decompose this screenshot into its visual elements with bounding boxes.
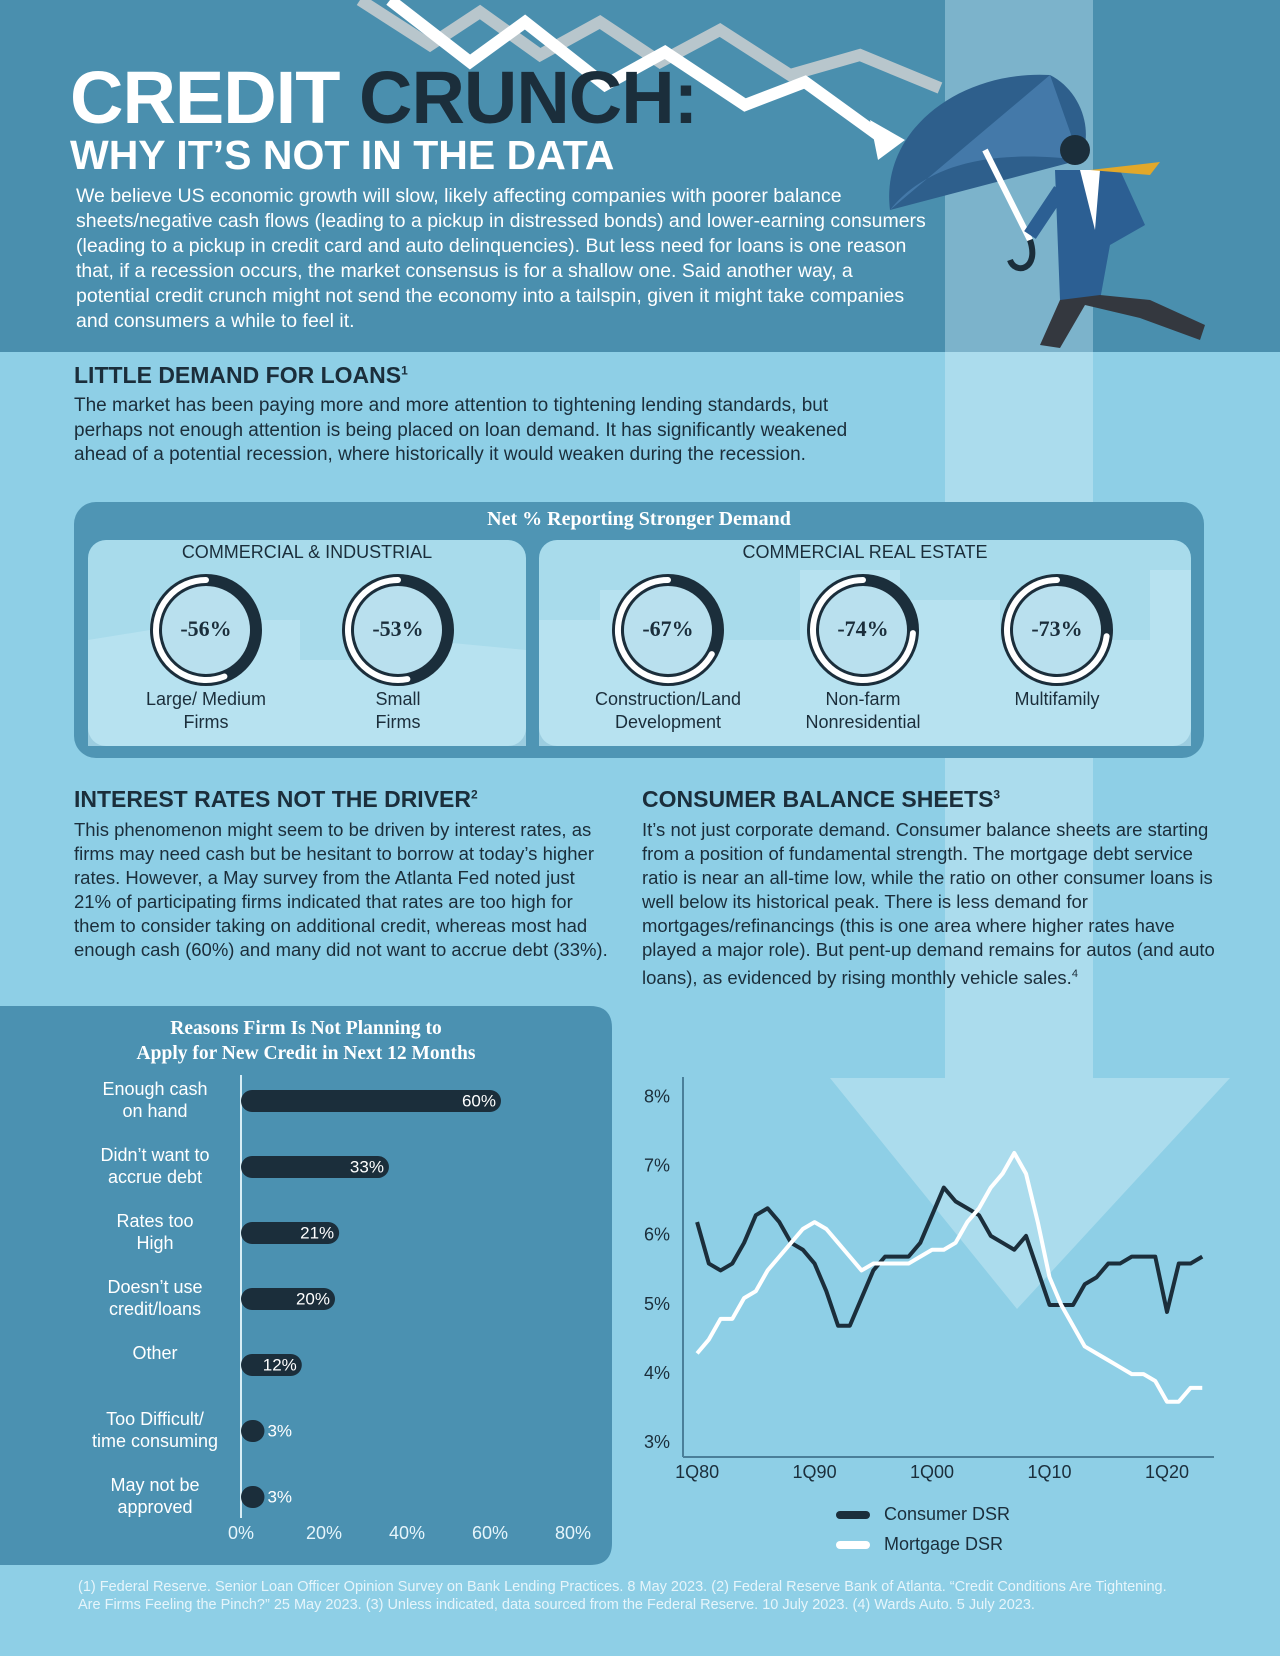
section-text: This phenomenon might seem to be driven …: [74, 819, 608, 960]
group-title: COMMERCIAL REAL ESTATE: [742, 542, 988, 562]
footnote-mark: 3: [993, 787, 1001, 802]
line: [695, 1151, 1203, 1404]
gauge-arc: [615, 577, 715, 683]
y-tick-label: 4%: [644, 1363, 670, 1383]
bar: [241, 1156, 389, 1178]
footnote-mark: 4: [1071, 968, 1078, 980]
category-label: Multifamily: [1014, 689, 1100, 709]
footnote-mark: 2: [471, 787, 478, 802]
category-label: Non-farm Nonresidential: [805, 689, 921, 732]
gauge-arc: [153, 577, 228, 683]
bar: [241, 1420, 265, 1442]
category-label: Large/ Medium Firms: [145, 689, 267, 732]
gauge-arc: [1004, 577, 1110, 683]
subtitle: WHY IT’S NOT IN THE DATA: [70, 132, 615, 178]
value-label: -74%: [837, 616, 888, 641]
y-tick-label: 3%: [644, 1432, 670, 1452]
gauge-arc: [345, 577, 411, 683]
section-text: It’s not just corporate demand. Consumer…: [642, 818, 1222, 990]
bar: [241, 1288, 335, 1310]
text: It’s not just corporate demand. Consumer…: [642, 819, 1215, 989]
legend-label: Consumer DSR: [884, 1504, 1010, 1524]
x-tick-label: 40%: [389, 1523, 425, 1543]
value-label: 60%: [462, 1091, 496, 1110]
category-label: Didn’t want to accrue debt: [100, 1145, 210, 1187]
section-heading: LITTLE DEMAND FOR LOANS1: [74, 362, 408, 389]
x-tick-label: 60%: [472, 1523, 508, 1543]
value-label: -56%: [180, 616, 231, 641]
bar: [241, 1090, 501, 1112]
title-part: CRUNCH:: [359, 56, 698, 139]
heading-text: INTEREST RATES NOT THE DRIVER: [74, 786, 471, 812]
x-tick-label: 20%: [306, 1523, 342, 1543]
heading-text: CONSUMER BALANCE SHEETS: [642, 786, 994, 812]
line: [695, 1185, 1204, 1328]
value-label: 3%: [267, 1487, 292, 1506]
intro: We believe US economic growth will slow,…: [76, 185, 926, 332]
y-tick-label: 7%: [644, 1156, 670, 1176]
category-label: Enough cash on hand: [102, 1079, 208, 1121]
y-tick-label: 5%: [644, 1294, 670, 1314]
group-title: COMMERCIAL & INDUSTRIAL: [181, 542, 433, 562]
value-label: -67%: [642, 616, 693, 641]
x-tick-label: 1Q20: [1145, 1462, 1189, 1482]
category-label: Rates too High: [116, 1211, 194, 1253]
bar: [241, 1354, 302, 1376]
title: CREDIT CRUNCH:: [70, 56, 698, 139]
title-part: CREDIT: [70, 56, 340, 139]
bar: [241, 1486, 265, 1508]
heading-text: LITTLE DEMAND FOR LOANS: [74, 362, 402, 388]
category-label: Other: [132, 1343, 178, 1363]
x-tick-label: 1Q00: [910, 1462, 954, 1482]
y-tick-label: 8%: [644, 1086, 670, 1106]
value-label: 20%: [296, 1289, 330, 1308]
chart-title: Reasons Firm Is Not Planning to Apply fo…: [136, 1018, 476, 1064]
legend-label: Mortgage DSR: [884, 1534, 1003, 1554]
value-label: -53%: [372, 616, 423, 641]
value-label: -73%: [1031, 616, 1082, 641]
chart-title: Net % Reporting Stronger Demand: [487, 508, 791, 530]
x-tick-label: 1Q80: [675, 1462, 719, 1482]
x-tick-label: 1Q90: [793, 1462, 837, 1482]
footnote-mark: 1: [401, 363, 408, 378]
gauge-arc: [810, 577, 916, 683]
section-heading: CONSUMER BALANCE SHEETS3: [642, 786, 1000, 813]
category-label: May not be approved: [110, 1475, 200, 1517]
y-tick-label: 6%: [644, 1225, 670, 1245]
value-label: 3%: [267, 1421, 292, 1440]
value-label: 12%: [263, 1355, 297, 1374]
value-label: 33%: [350, 1157, 384, 1176]
footer: (1) Federal Reserve. Senior Loan Officer…: [78, 1579, 1167, 1613]
category-label: Construction/Land Development: [594, 689, 742, 732]
value-label: 21%: [300, 1223, 334, 1242]
x-tick-label: 0%: [228, 1523, 254, 1543]
category-label: Doesn’t use credit/loans: [107, 1277, 203, 1319]
section-text: The market has been paying more and more…: [74, 395, 848, 465]
bar: [241, 1222, 340, 1244]
category-label: Small Firms: [375, 689, 421, 732]
section-heading: INTEREST RATES NOT THE DRIVER2: [74, 786, 478, 813]
x-tick-label: 1Q10: [1028, 1462, 1072, 1482]
x-tick-label: 80%: [555, 1523, 591, 1543]
category-label: Too Difficult/ time consuming: [91, 1409, 219, 1451]
